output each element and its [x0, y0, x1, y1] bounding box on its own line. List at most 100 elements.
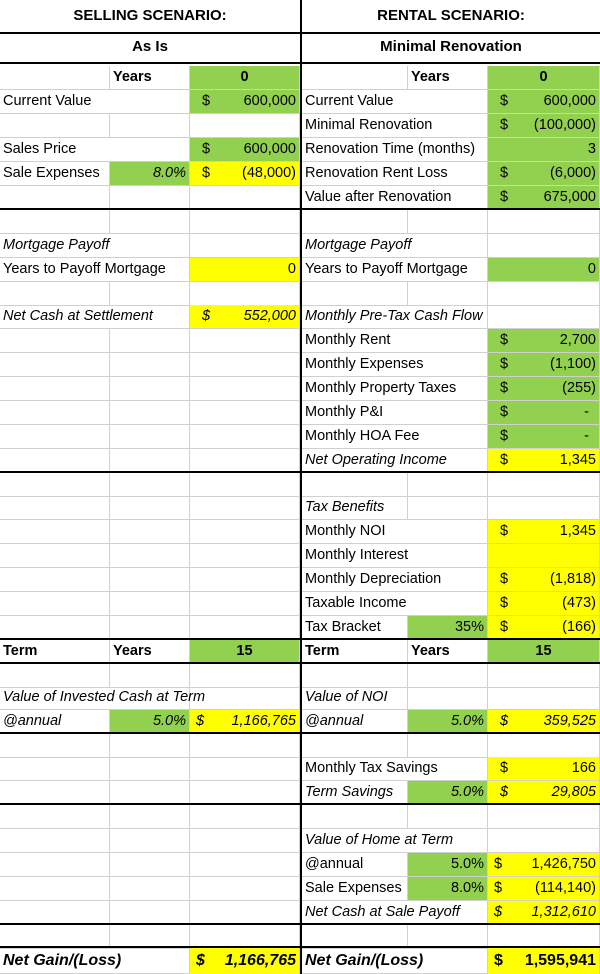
rental-taxable-label[interactable]: Taxable Income	[305, 595, 407, 611]
selling-net-gain-label[interactable]: Net Gain/(Loss)	[3, 952, 122, 969]
rental-term-label[interactable]: Term	[302, 640, 408, 663]
rental-years-value[interactable]: 0	[488, 66, 600, 89]
rental-prop-tax-label[interactable]: Monthly Property Taxes	[302, 377, 488, 400]
rental-noi[interactable]: $1,345	[488, 449, 600, 472]
rental-rent[interactable]: $2,700	[488, 329, 600, 352]
row-net-gain: Net Gain/(Loss) $1,166,765 Net Gain/(Los…	[0, 948, 600, 974]
rental-title: RENTAL SCENARIO:	[377, 7, 525, 24]
rental-monthly-noi-label[interactable]: Monthly NOI	[305, 523, 386, 539]
selling-annual-label[interactable]: @annual	[0, 710, 110, 733]
rental-taxable[interactable]: $ (473)	[488, 592, 600, 615]
rental-years-to-payoff-label[interactable]: Years to Payoff Mortgage	[302, 258, 488, 281]
selling-sales-price[interactable]: $600,000	[190, 138, 300, 161]
selling-sale-expenses-label[interactable]: Sale Expenses	[0, 162, 110, 185]
selling-net-cash[interactable]: $552,000	[190, 305, 300, 328]
rental-pi[interactable]: $ -	[488, 401, 600, 424]
rental-tax-savings[interactable]: $166	[488, 757, 600, 780]
rental-tax-savings-label[interactable]: Monthly Tax Savings	[305, 760, 438, 776]
rental-annual-label[interactable]: @annual	[302, 710, 408, 733]
rental-term-savings-label[interactable]: Term Savings	[302, 781, 408, 804]
selling-net-gain[interactable]: $1,166,765	[190, 948, 300, 974]
rental-home-value[interactable]: $1,426,750	[488, 853, 600, 876]
rental-home-sale-exp-label[interactable]: Sale Expenses	[302, 877, 408, 900]
rental-subtitle: Minimal Renovation	[380, 38, 522, 55]
rental-bracket-value[interactable]: $ (166)	[488, 616, 600, 639]
selling-years-label[interactable]: Years	[110, 66, 190, 89]
rental-home-annual-label[interactable]: @annual	[302, 853, 408, 876]
rental-interest-label[interactable]: Monthly Interest	[305, 547, 409, 563]
subtitle-row: As Is Minimal Renovation	[0, 35, 600, 59]
rental-home-sale-exp[interactable]: $ (114,140)	[488, 877, 600, 900]
selling-invested-label[interactable]: Value of Invested Cash at Term	[3, 689, 206, 705]
selling-years-to-payoff[interactable]: 0	[190, 258, 300, 281]
selling-net-cash-label[interactable]: Net Cash at Settlement	[3, 308, 153, 324]
rental-reno-rent-loss-label[interactable]: Renovation Rent Loss	[305, 165, 448, 181]
rental-min-reno[interactable]: $ (100,000)	[488, 114, 600, 137]
rental-reno-time-label[interactable]: Renovation Time (months)	[302, 138, 488, 161]
rental-value-after[interactable]: $675,000	[488, 186, 600, 209]
rental-hoa-label[interactable]: Monthly HOA Fee	[305, 428, 420, 444]
row-current-value: Current Value $600,000 Current Value $60…	[0, 90, 600, 114]
rental-term-years[interactable]: 15	[488, 640, 600, 663]
rental-net-gain-label[interactable]: Net Gain/(Loss)	[305, 952, 424, 969]
rental-years-label[interactable]: Years	[408, 66, 488, 89]
selling-current-value-label[interactable]: Current Value	[3, 93, 92, 109]
selling-sales-price-label[interactable]: Sales Price	[3, 141, 77, 157]
rental-monthly-noi[interactable]: $1,345	[488, 520, 600, 543]
rental-expenses[interactable]: $ (1,100)	[488, 353, 600, 376]
rental-net-sale[interactable]: $1,312,610	[488, 901, 600, 924]
rental-noi-label[interactable]: Net Operating Income	[305, 452, 447, 468]
rental-years-to-payoff[interactable]: 0	[488, 258, 600, 281]
rental-term-years-label[interactable]: Years	[408, 640, 488, 663]
selling-sale-expenses[interactable]: $ (48,000)	[190, 162, 300, 185]
rental-annual-pct[interactable]: 5.0%	[408, 710, 488, 733]
row-monthly-noi: Monthly NOI $1,345	[0, 520, 600, 544]
rental-value-noi[interactable]: $359,525	[488, 710, 600, 733]
selling-term-years[interactable]: 15	[190, 640, 300, 663]
rental-expenses-label[interactable]: Monthly Expenses	[305, 356, 424, 372]
title-row: SELLING SCENARIO: RENTAL SCENARIO:	[0, 4, 600, 28]
selling-years-to-payoff-label[interactable]: Years to Payoff Mortgage	[0, 258, 190, 281]
rental-net-sale-label[interactable]: Net Cash at Sale Payoff	[305, 904, 460, 920]
rental-tax-benefits-label[interactable]: Tax Benefits	[302, 496, 408, 519]
rental-term-savings-pct[interactable]: 5.0%	[408, 781, 488, 804]
rental-depreciation-label[interactable]: Monthly Depreciation	[302, 568, 488, 591]
selling-years-value[interactable]: 0	[190, 66, 300, 89]
selling-title: SELLING SCENARIO:	[73, 7, 227, 24]
rental-bracket-pct[interactable]: 35%	[408, 616, 488, 639]
rental-net-gain[interactable]: $1,595,941	[488, 948, 600, 974]
center-divider	[300, 0, 302, 974]
rental-current-value[interactable]: $600,000	[488, 90, 600, 113]
selling-invested-value[interactable]: $1,166,765	[190, 710, 300, 733]
rental-depreciation[interactable]: $ (1,818)	[488, 568, 600, 591]
rental-rent-label[interactable]: Monthly Rent	[305, 332, 391, 348]
rental-term-savings[interactable]: $29,805	[488, 781, 600, 804]
selling-term-years-label[interactable]: Years	[110, 640, 190, 663]
rental-value-noi-label[interactable]: Value of NOI	[302, 686, 408, 709]
rental-reno-rent-loss[interactable]: $ (6,000)	[488, 162, 600, 185]
rental-home-sale-exp-pct[interactable]: 8.0%	[408, 877, 488, 900]
rental-min-reno-label[interactable]: Minimal Renovation	[305, 117, 433, 133]
selling-sale-expenses-pct[interactable]: 8.0%	[110, 162, 190, 185]
row-depreciation: Monthly Depreciation $ (1,818)	[0, 568, 600, 592]
selling-current-value[interactable]: $600,000	[190, 90, 300, 113]
row-years-to-payoff: Years to Payoff Mortgage 0 Years to Payo…	[0, 258, 600, 282]
rental-value-after-label[interactable]: Value after Renovation	[305, 189, 452, 205]
rental-current-value-label[interactable]: Current Value	[305, 93, 394, 109]
rental-reno-time[interactable]: 3	[488, 138, 600, 161]
row-term: Term Years 15 Term Years 15	[0, 640, 600, 664]
selling-mortgage-payoff-label[interactable]: Mortgage Payoff	[3, 237, 110, 253]
rental-home-term-label[interactable]: Value of Home at Term	[305, 832, 454, 848]
selling-annual-pct[interactable]: 5.0%	[110, 710, 190, 733]
rental-home-annual-pct[interactable]: 5.0%	[408, 853, 488, 876]
row-years: Years 0 Years 0	[0, 66, 600, 90]
rental-mortgage-payoff-label[interactable]: Mortgage Payoff	[305, 237, 412, 253]
selling-term-label[interactable]: Term	[0, 640, 110, 663]
rental-bracket-label[interactable]: Tax Bracket	[302, 616, 408, 639]
rental-cashflow-label[interactable]: Monthly Pre-Tax Cash Flow	[305, 308, 483, 324]
rental-interest[interactable]	[488, 544, 600, 567]
rental-prop-tax[interactable]: $ (255)	[488, 377, 600, 400]
rental-hoa[interactable]: $ -	[488, 425, 600, 448]
rental-pi-label[interactable]: Monthly P&I	[305, 404, 384, 420]
